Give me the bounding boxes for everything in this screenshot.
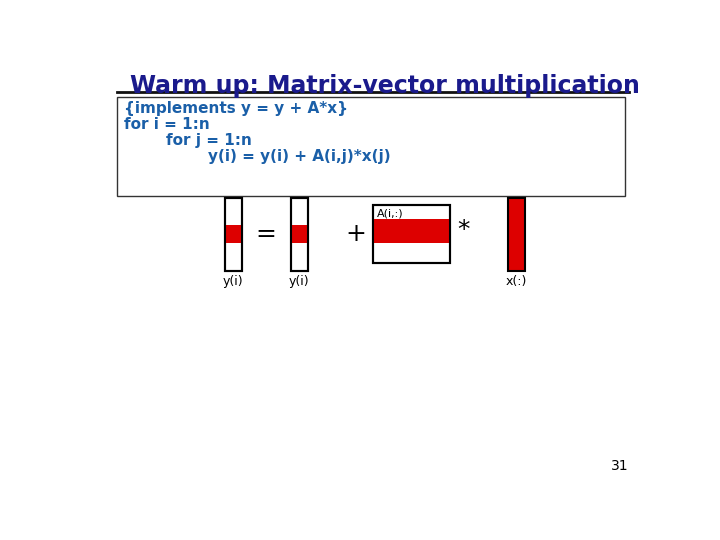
- Bar: [373, 205, 451, 263]
- Text: +: +: [345, 222, 366, 246]
- Text: =: =: [256, 222, 276, 246]
- Bar: [508, 198, 525, 271]
- Text: y(i): y(i): [289, 275, 310, 288]
- Text: y(i) = y(i) + A(i,j)*x(j): y(i) = y(i) + A(i,j)*x(j): [124, 150, 391, 165]
- Text: x(:): x(:): [505, 275, 527, 288]
- Text: for i = 1:n: for i = 1:n: [124, 117, 210, 132]
- Bar: [291, 198, 307, 271]
- Bar: [225, 225, 242, 243]
- Text: A(i,:): A(i,:): [377, 208, 403, 218]
- Bar: [291, 198, 307, 271]
- Bar: [225, 198, 242, 271]
- Bar: [291, 225, 307, 243]
- Text: Warm up: Matrix-vector multiplication: Warm up: Matrix-vector multiplication: [130, 74, 640, 98]
- Bar: [373, 219, 451, 244]
- Text: {implements y = y + A*x}: {implements y = y + A*x}: [124, 101, 348, 116]
- Text: 31: 31: [611, 459, 629, 473]
- Bar: [373, 205, 451, 263]
- Text: y(i): y(i): [223, 275, 243, 288]
- Text: for j = 1:n: for j = 1:n: [124, 133, 252, 148]
- Text: *: *: [458, 218, 470, 242]
- Bar: [225, 198, 242, 271]
- Bar: [117, 97, 625, 195]
